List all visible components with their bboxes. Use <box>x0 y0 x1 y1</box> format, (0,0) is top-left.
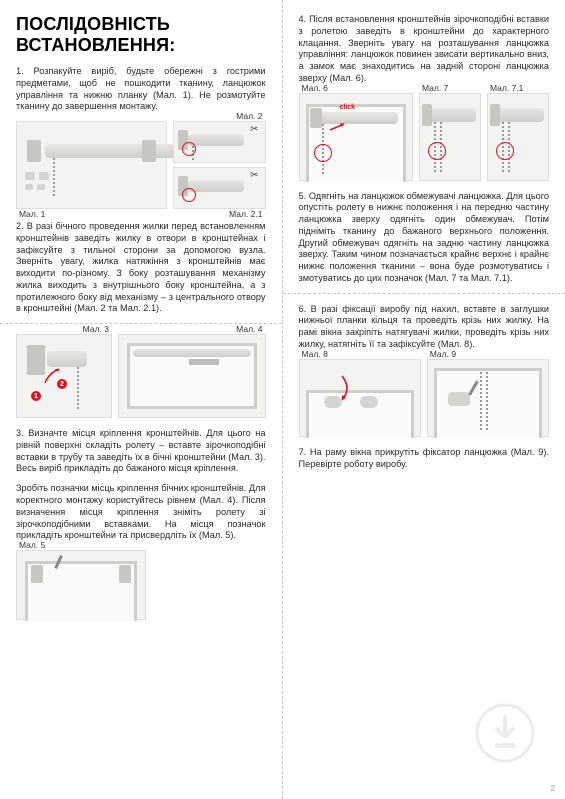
callout-1: 1 <box>31 391 41 401</box>
fig-label-9: Мал. 9 <box>430 349 456 359</box>
page-title: ПОСЛІДОВНІСТЬ ВСТАНОВЛЕННЯ: <box>16 14 266 56</box>
para-3a: 3. Визначте місця кріплення кронштейнів.… <box>16 428 266 475</box>
para-5-text: 5. Одягніть на ланцюжок обмежувачі ланцю… <box>299 191 550 283</box>
fig-label-1: Мал. 1 <box>19 209 45 219</box>
para-5: 5. Одягніть на ланцюжок обмежувачі ланцю… <box>299 191 550 285</box>
figure-9: Мал. 9 <box>427 359 549 437</box>
fig-row-3: Мал. 5 <box>16 550 266 620</box>
fig-label-3: Мал. 3 <box>83 324 109 334</box>
figure-5: Мал. 5 <box>16 550 146 620</box>
para-3b: Зробіть позначки місць кріплення бічних … <box>16 483 266 542</box>
fig-row-5: Мал. 8 Мал. 9 <box>299 359 550 437</box>
para-7: 7. На раму вікна прикрутіть фіксатор лан… <box>299 447 550 471</box>
arrow-icon-2 <box>328 120 348 134</box>
fig-label-5: Мал. 5 <box>19 540 45 550</box>
figure-2: Мал. 2 ✂ <box>173 121 266 163</box>
para-1: 1. Розпакуйте виріб, будьте обережні з г… <box>16 66 266 113</box>
fig-label-2-1: Мал. 2.1 <box>229 209 262 219</box>
figure-7-1: Мал. 7.1 <box>487 93 549 181</box>
figure-2-1: Мал. 2.1 ✂ <box>173 167 266 209</box>
para-3a-text: 3. Визначте місця кріплення кронштейнів.… <box>16 428 266 473</box>
para-4-text: 4. Після встановлення кронштейнів зірочк… <box>299 14 550 83</box>
watermark-icon <box>475 703 535 763</box>
fig-label-7-1: Мал. 7.1 <box>490 83 523 93</box>
para-2-text: 2. В разі бічного проведення жилки перед… <box>16 221 266 313</box>
fig-label-2: Мал. 2 <box>236 111 262 121</box>
para-2: 2. В разі бічного проведення жилки перед… <box>16 221 266 315</box>
figure-6: Мал. 6 click <box>299 93 414 181</box>
para-7-text: 7. На раму вікна прикрутіть фіксатор лан… <box>299 447 550 469</box>
figure-1: Мал. 1 <box>16 121 167 209</box>
fig-row-4: Мал. 6 click Мал. 7 Мал. 7.1 <box>299 93 550 181</box>
figure-7: Мал. 7 <box>419 93 481 181</box>
arrow-icon-3 <box>338 374 364 404</box>
fig-label-4: Мал. 4 <box>236 324 262 334</box>
fig-row-1: Мал. 1 Мал. 2 ✂ <box>16 121 266 211</box>
scissors-icon-2: ✂ <box>250 170 258 181</box>
fig-row-2: Мал. 3 1 2 Мал. 4 <box>16 334 266 418</box>
page: ПОСЛІДОВНІСТЬ ВСТАНОВЛЕННЯ: 1. Розпакуйт… <box>0 0 565 799</box>
left-column: ПОСЛІДОВНІСТЬ ВСТАНОВЛЕННЯ: 1. Розпакуйт… <box>0 0 283 799</box>
scissors-icon: ✂ <box>250 124 258 135</box>
para-3b-text: Зробіть позначки місць кріплення бічних … <box>16 483 266 540</box>
page-number: 2 <box>551 784 555 793</box>
figure-8: Мал. 8 <box>299 359 421 437</box>
right-column: 4. Після встановлення кронштейнів зірочк… <box>283 0 565 799</box>
para-6-text: 6. В разі фіксації виробу під нахил, вст… <box>299 304 550 349</box>
fig-label-7: Мал. 7 <box>422 83 448 93</box>
para-6: 6. В разі фіксації виробу під нахил, вст… <box>299 304 550 351</box>
para-1-text: 1. Розпакуйте виріб, будьте обережні з г… <box>16 66 266 111</box>
fig-label-8: Мал. 8 <box>302 349 328 359</box>
click-label: click <box>340 104 356 111</box>
para-4: 4. Після встановлення кронштейнів зірочк… <box>299 14 550 85</box>
figure-3: Мал. 3 1 2 <box>16 334 112 418</box>
fig-label-6: Мал. 6 <box>302 83 328 93</box>
figure-4: Мал. 4 <box>118 334 266 418</box>
arrow-icon <box>43 365 63 385</box>
